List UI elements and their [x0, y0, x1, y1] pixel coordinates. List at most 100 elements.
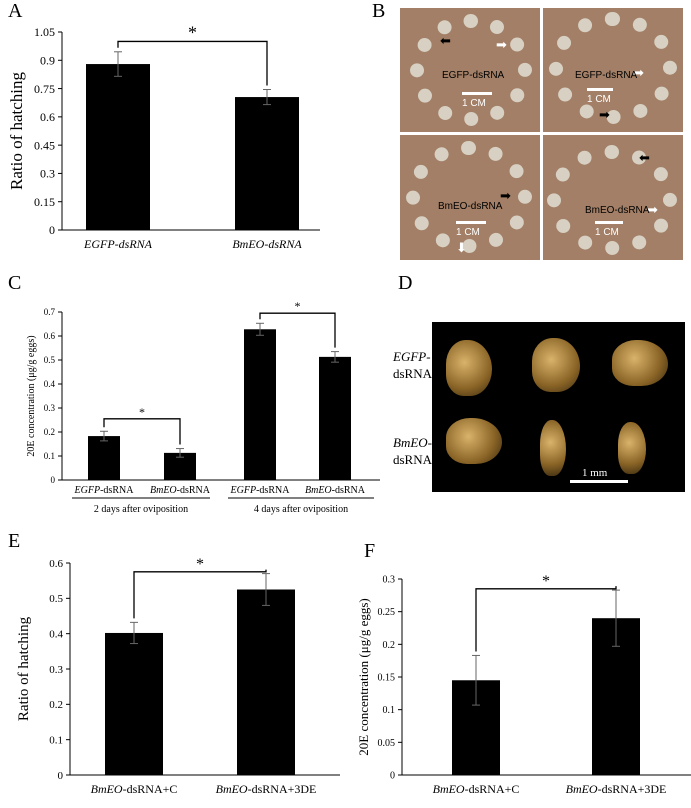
x-tick-label: EGFP-dsRNA	[83, 237, 153, 251]
y-tick-label: 0.15	[378, 673, 396, 684]
y-tick-label: 0.7	[44, 307, 56, 317]
black-arrow-icon: ➡	[500, 188, 511, 203]
significance-star: *	[188, 22, 197, 42]
black-arrow-icon: ➡	[599, 107, 610, 122]
photo-d-row-label-2: BmEO-dsRNA	[393, 435, 433, 467]
photo-b: ⬅ ➡ EGFP-dsRNA 1 CM ➡ ➡ EGFP-dsRNA 1 CM …	[400, 8, 683, 260]
y-tick-label: 0.2	[44, 427, 55, 437]
x-tick-label: BmEO-dsRNA+3DE	[216, 782, 317, 796]
scale-bar	[456, 221, 486, 224]
y-tick-label: 0.05	[378, 738, 396, 749]
scale-bar	[595, 221, 623, 224]
photo-b-top-right: ➡ ➡ EGFP-dsRNA 1 CM	[543, 8, 683, 132]
scale-label: 1 CM	[587, 94, 611, 105]
y-tick-label: 0.2	[49, 699, 63, 711]
y-tick-label: 0.1	[44, 451, 55, 461]
bar	[86, 64, 150, 230]
bar	[319, 356, 351, 480]
y-tick-label: 0.6	[44, 331, 56, 341]
y-tick-label: 0.5	[49, 593, 63, 605]
significance-star: *	[139, 405, 145, 419]
scale-bar	[587, 88, 613, 91]
photo-b-bottom-right: ⬅ ➡ BmEO-dsRNA 1 CM	[543, 135, 683, 260]
x-tick-label: BmEO-dsRNA+3DE	[566, 782, 667, 796]
panel-label-e: E	[8, 530, 21, 552]
panel-label-f: F	[364, 540, 376, 562]
chart-a: 0 0.15 0.3 0.45 0.6 0.75 0.9 1.05 Ratio of hatch…	[7, 22, 320, 251]
y-tick-label: 0.6	[49, 558, 63, 570]
photo-b-label: EGFP-dsRNA	[442, 70, 505, 81]
y-tick-label: 0.3	[40, 167, 55, 181]
y-tick-label: 0.5	[44, 355, 56, 365]
bar	[244, 329, 276, 480]
y-axis-label: 20E concentration (μg/g eggs)	[356, 598, 371, 756]
photo-b-label: EGFP-dsRNA	[575, 70, 638, 81]
significance-bracket	[117, 40, 268, 86]
y-tick-label: 0	[58, 770, 64, 782]
significance-star: *	[196, 556, 204, 573]
scale-label: 1 CM	[456, 227, 480, 238]
x-tick-label: EGFP-dsRNA	[74, 485, 135, 496]
photo-d: 1 mm	[432, 322, 685, 492]
photo-b-top-left: ⬅ ➡ EGFP-dsRNA 1 CM	[400, 8, 540, 132]
y-tick-label: 0.3	[44, 403, 56, 413]
chart-f: 0 0.05 0.1 0.15 0.2 0.25 0.3 20E concentration …	[356, 573, 691, 796]
y-tick-label: 0	[51, 475, 56, 485]
x-tick-label: BmEO-dsRNA	[305, 485, 366, 496]
x-tick-label: EGFP-dsRNA	[230, 485, 291, 496]
white-arrow-icon: ➡	[496, 37, 507, 52]
bar	[88, 436, 120, 480]
y-tick-label: 0.4	[49, 629, 63, 641]
scale-bar	[462, 92, 492, 95]
scale-label: 1 CM	[595, 227, 619, 238]
x-tick-label: BmEO-dsRNA	[150, 485, 211, 496]
photo-b-bottom-left: ➡ ⬇ BmEO-dsRNA 1 CM	[400, 135, 540, 260]
scale-label: 1 mm	[582, 467, 608, 479]
photo-d-row-label-1: EGFP-dsRNA	[393, 349, 433, 381]
chart-e: 0 0.1 0.2 0.3 0.4 0.5 0.6 Ratio of hatching BmEO…	[16, 556, 340, 796]
photo-b-label: BmEO-dsRNA	[585, 205, 650, 216]
y-tick-label: 0.15	[34, 195, 55, 209]
panel-label-d: D	[398, 272, 413, 294]
y-tick-label: 0.6	[40, 110, 55, 124]
y-axis-label: 20E concentration (μg/g eggs)	[26, 335, 37, 456]
x-tick-label: BmEO-dsRNA+C	[91, 782, 178, 796]
y-tick-label: 0.4	[44, 379, 56, 389]
group-label: 2 days after oviposition	[94, 504, 188, 515]
bar	[235, 97, 299, 230]
black-arrow-icon: ⬅	[639, 150, 650, 165]
significance-bracket	[133, 569, 267, 619]
scale-bar	[570, 480, 628, 483]
white-arrow-icon: ⬇	[456, 240, 467, 255]
significance-bracket	[475, 586, 617, 652]
bar	[237, 589, 295, 775]
y-tick-label: 0.45	[34, 138, 55, 152]
significance-bracket	[259, 312, 336, 348]
significance-bracket	[103, 418, 181, 445]
y-tick-label: 0.9	[40, 53, 55, 67]
x-tick-label: BmEO-dsRNA+C	[433, 782, 520, 796]
scale-label: 1 CM	[462, 98, 486, 109]
white-arrow-icon: ➡	[633, 65, 644, 80]
y-tick-label: 0.75	[34, 82, 55, 96]
black-arrow-icon: ⬅	[440, 33, 451, 48]
y-tick-label: 0.1	[383, 705, 396, 716]
y-axis-label: Ratio of hatching	[7, 71, 26, 190]
y-tick-label: 0.3	[383, 575, 396, 586]
bar	[105, 632, 163, 775]
y-tick-label: 1.05	[34, 25, 55, 39]
y-tick-label: 0.25	[378, 607, 396, 618]
panel-label-c: C	[8, 272, 22, 294]
panel-label-b: B	[372, 0, 386, 22]
y-axis-label: Ratio of hatching	[16, 616, 32, 721]
y-tick-label: 0.2	[383, 640, 396, 651]
y-tick-label: 0	[390, 771, 395, 782]
significance-star: *	[295, 299, 301, 313]
x-tick-label: BmEO-dsRNA	[232, 237, 302, 251]
y-tick-label: 0.1	[49, 735, 63, 747]
group-label: 4 days after oviposition	[254, 504, 348, 515]
photo-b-label: BmEO-dsRNA	[438, 201, 503, 212]
panel-label-a: A	[8, 0, 23, 22]
y-tick-label: 0	[49, 223, 55, 237]
white-arrow-icon: ➡	[647, 202, 658, 217]
